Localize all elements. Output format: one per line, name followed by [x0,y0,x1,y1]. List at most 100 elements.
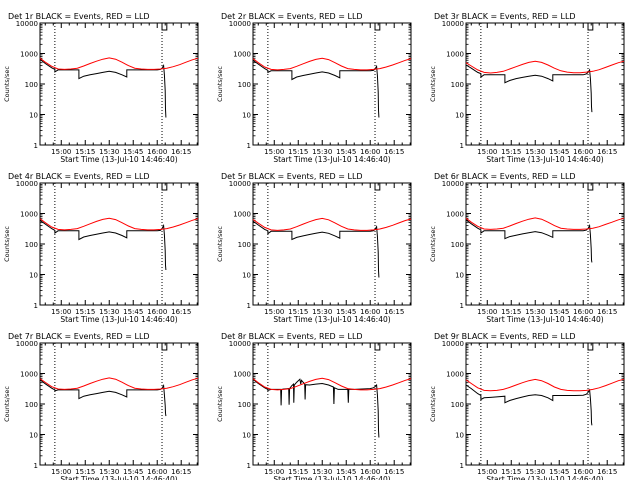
x-tick-label: 16:00 [573,148,593,156]
x-axis-label: Start Time (13-Jul-10 14:46:40) [486,475,603,480]
y-tick-label: 10 [29,432,38,440]
x-tick-label: 15:30 [312,308,332,316]
y-axis-label: Counts/sec [3,66,11,102]
lld-series-line [39,57,199,70]
y-tick-label: 10 [455,432,464,440]
y-axis-label: Counts/sec [3,226,11,262]
x-tick-label: 16:15 [171,148,191,156]
events-series-line [39,379,167,417]
lld-series-line [465,378,625,392]
y-tick-label: 100 [451,81,464,89]
y-tick-label: 100 [451,241,464,249]
panel-title: Det 6r BLACK = Events, RED = LLD [434,172,576,181]
y-tick-label: 10 [242,112,251,120]
x-tick-label: 15:30 [525,308,545,316]
y-tick-label: 1000 [233,211,251,219]
y-tick-label: 1000 [20,211,38,219]
interval-marker [161,343,168,351]
lld-series-line [465,60,625,74]
x-tick-label: 15:30 [525,468,545,476]
x-tick-label: 15:45 [549,148,569,156]
detector-panel-9: Det 9r BLACK = Events, RED = LLD 1 10 100 10… [429,332,625,480]
x-tick-label: 15:30 [312,148,332,156]
events-series-line [465,219,593,263]
interval-marker [587,343,594,351]
panel-title: Det 5r BLACK = Events, RED = LLD [221,172,363,181]
x-tick-label: 15:00 [477,148,497,156]
x-tick-label: 15:00 [51,468,71,476]
y-tick-label: 10 [455,272,464,280]
y-tick-label: 1 [247,462,251,470]
lld-series-line [39,377,199,390]
y-tick-label: 1000 [446,211,464,219]
x-tick-label: 16:15 [171,308,191,316]
x-axis-label: Start Time (13-Jul-10 14:46:40) [486,315,603,324]
events-series-line [252,378,380,438]
y-tick-label: 10 [29,272,38,280]
x-tick-label: 15:00 [51,148,71,156]
x-tick-label: 15:30 [99,468,119,476]
y-tick-label: 100 [238,241,251,249]
y-tick-label: 10000 [442,340,464,348]
y-tick-label: 1000 [20,51,38,59]
x-tick-label: 15:00 [264,308,284,316]
lld-series-line [252,377,412,391]
y-tick-label: 100 [451,401,464,409]
y-axis-label: Counts/sec [216,386,224,422]
y-tick-label: 1 [460,302,464,310]
y-tick-label: 1 [247,142,251,150]
y-tick-label: 100 [25,241,38,249]
x-tick-label: 16:15 [597,308,617,316]
x-axis-label: Start Time (13-Jul-10 14:46:40) [486,155,603,164]
detector-panel-7: Det 7r BLACK = Events, RED = LLD 1 10 100 10… [3,332,199,480]
x-tick-label: 15:00 [264,148,284,156]
y-tick-label: 10 [242,432,251,440]
y-tick-label: 1000 [233,51,251,59]
x-tick-label: 15:45 [336,308,356,316]
x-tick-label: 16:15 [597,468,617,476]
x-tick-label: 16:00 [360,468,380,476]
y-tick-label: 1000 [446,371,464,379]
x-tick-label: 15:15 [75,468,95,476]
y-tick-label: 1 [34,142,38,150]
lld-series-line [252,57,412,71]
y-tick-label: 10000 [16,180,38,188]
x-tick-label: 15:45 [336,468,356,476]
x-tick-label: 15:00 [477,308,497,316]
x-tick-label: 15:00 [51,308,71,316]
y-tick-label: 1000 [20,371,38,379]
panel-title: Det 1r BLACK = Events, RED = LLD [8,12,150,21]
x-tick-label: 15:30 [312,468,332,476]
detector-panel-2: Det 2r BLACK = Events, RED = LLD 1 10 100 10… [216,12,412,164]
y-tick-label: 10000 [229,180,251,188]
x-tick-label: 16:00 [360,148,380,156]
x-tick-label: 16:15 [384,148,404,156]
x-tick-label: 16:00 [147,468,167,476]
y-tick-label: 10 [29,112,38,120]
x-axis-label: Start Time (13-Jul-10 14:46:40) [273,315,390,324]
interval-marker [587,183,594,191]
x-tick-label: 15:15 [75,308,95,316]
x-tick-label: 15:15 [501,308,521,316]
events-series-line [39,59,167,118]
y-tick-label: 100 [238,401,251,409]
x-tick-label: 16:00 [573,468,593,476]
y-tick-label: 10 [455,112,464,120]
detector-panel-1: Det 1r BLACK = Events, RED = LLD 1 10 100 10… [3,12,199,164]
y-axis-label: Counts/sec [216,226,224,262]
y-tick-label: 10000 [442,20,464,28]
x-tick-label: 15:45 [123,468,143,476]
interval-marker [161,23,168,31]
x-tick-label: 16:00 [360,308,380,316]
panel-title: Det 8r BLACK = Events, RED = LLD [221,332,363,341]
y-axis-label: Counts/sec [429,226,437,262]
x-tick-label: 15:45 [549,308,569,316]
x-tick-label: 15:00 [477,468,497,476]
interval-marker [161,183,168,191]
x-tick-label: 16:00 [147,308,167,316]
x-tick-label: 15:00 [264,468,284,476]
x-tick-label: 16:00 [573,308,593,316]
lld-series-line [465,217,625,230]
